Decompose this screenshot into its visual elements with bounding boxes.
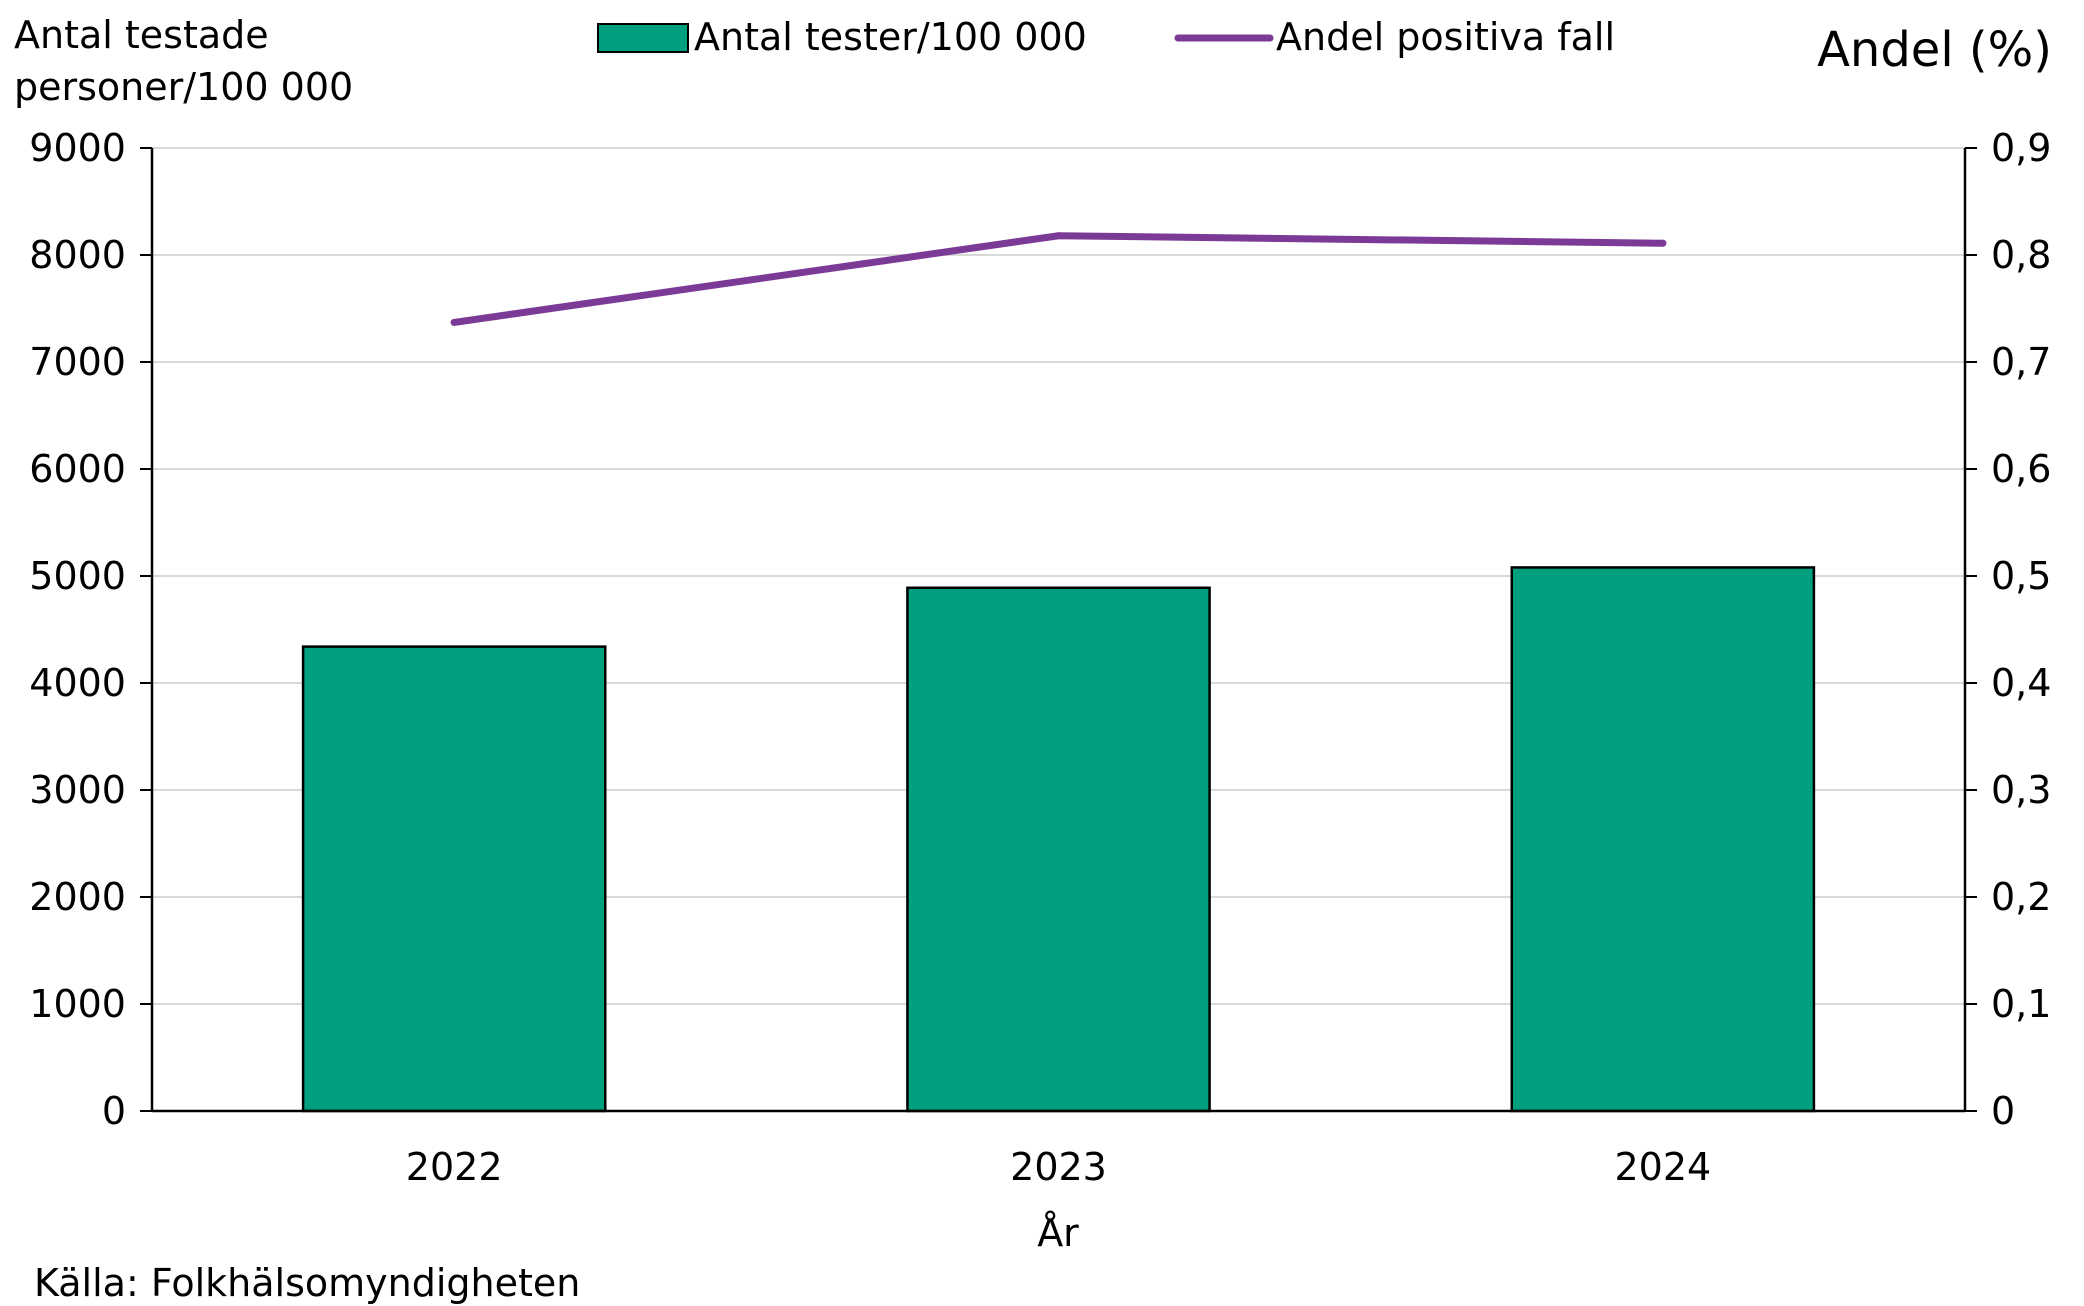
- x-tick-label: 2024: [1614, 1145, 1711, 1189]
- positive-share-line: [450, 232, 1667, 326]
- left-tick-label: 8000: [29, 233, 126, 277]
- axes: [140, 147, 1977, 1113]
- right-tick-label: 0: [1991, 1089, 2015, 1133]
- bar-2023: [906, 586, 1211, 1113]
- left-tick-label: 1000: [29, 982, 126, 1026]
- bar-2022: [301, 645, 607, 1113]
- right-tick-label: 0,9: [1991, 126, 2051, 170]
- source-note: Källa: Folkhälsomyndigheten: [34, 1261, 580, 1305]
- left-tick-label: 4000: [29, 661, 126, 705]
- x-tick-label: 2022: [406, 1145, 503, 1189]
- left-tick-label: 5000: [29, 554, 126, 598]
- legend: Antal tester/100 000 Andel positiva fall: [597, 15, 1615, 59]
- right-axis-tick-labels: 0 0,1 0,2 0,3 0,4 0,5 0,6 0,7 0,8 0,9: [1991, 126, 2051, 1133]
- left-tick-label: 2000: [29, 875, 126, 919]
- x-axis-tick-labels: 2022 2023 2024: [406, 1145, 1711, 1189]
- right-tick-label: 0,4: [1991, 661, 2051, 705]
- right-tick-label: 0,8: [1991, 233, 2051, 277]
- right-tick-label: 0,1: [1991, 982, 2051, 1026]
- line-point-2024: [1659, 239, 1667, 247]
- right-tick-label: 0,6: [1991, 447, 2051, 491]
- legend-line-label: Andel positiva fall: [1276, 15, 1615, 59]
- legend-bar-swatch: [597, 23, 689, 53]
- legend-bar-label: Antal tester/100 000: [694, 15, 1087, 59]
- left-tick-label: 0: [102, 1089, 126, 1133]
- left-tick-label: 9000: [29, 126, 126, 170]
- left-axis-tick-labels: 0 1000 2000 3000 4000 5000 6000 7000 8000 9000: [29, 126, 126, 1133]
- bar-2024: [1510, 566, 1816, 1113]
- right-axis-title: Andel (%): [1817, 22, 2052, 78]
- right-tick-label: 0,2: [1991, 875, 2051, 919]
- line-series: [450, 232, 1667, 326]
- left-axis-title-line2: personer/100 000: [14, 65, 353, 109]
- left-tick-label: 7000: [29, 340, 126, 384]
- right-tick-label: 0,3: [1991, 768, 2051, 812]
- right-tick-label: 0,7: [1991, 340, 2051, 384]
- left-tick-label: 6000: [29, 447, 126, 491]
- left-tick-label: 3000: [29, 768, 126, 812]
- left-axis-title-line1: Antal testade: [14, 13, 269, 57]
- right-tick-label: 0,5: [1991, 554, 2051, 598]
- bar-series: [301, 566, 1816, 1113]
- line-point-2022: [450, 318, 458, 326]
- x-tick-label: 2023: [1010, 1145, 1107, 1189]
- x-axis-title: År: [1037, 1211, 1079, 1255]
- line-point-2023: [1055, 232, 1062, 240]
